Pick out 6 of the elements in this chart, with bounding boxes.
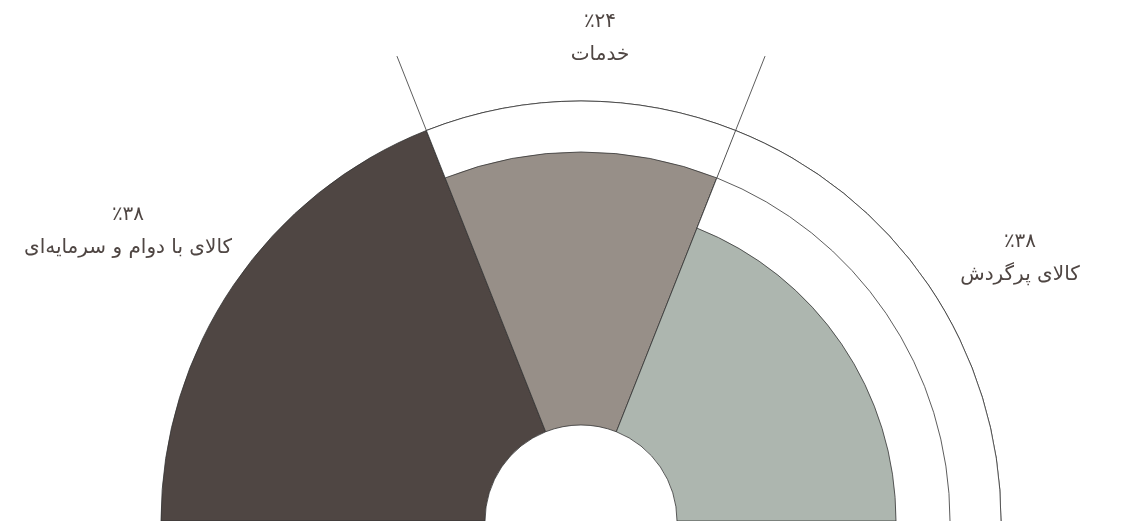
data-label: ٪۳۸ xyxy=(111,201,145,225)
slice-label: خدمات xyxy=(570,41,630,65)
slice-label: کالای پرگردش xyxy=(960,261,1081,286)
data-label: ٪۳۸ xyxy=(1003,228,1037,252)
slice-label: کالای با دوام و سرمایه‌ای xyxy=(23,234,233,258)
data-label: ٪۲۴ xyxy=(583,8,617,32)
